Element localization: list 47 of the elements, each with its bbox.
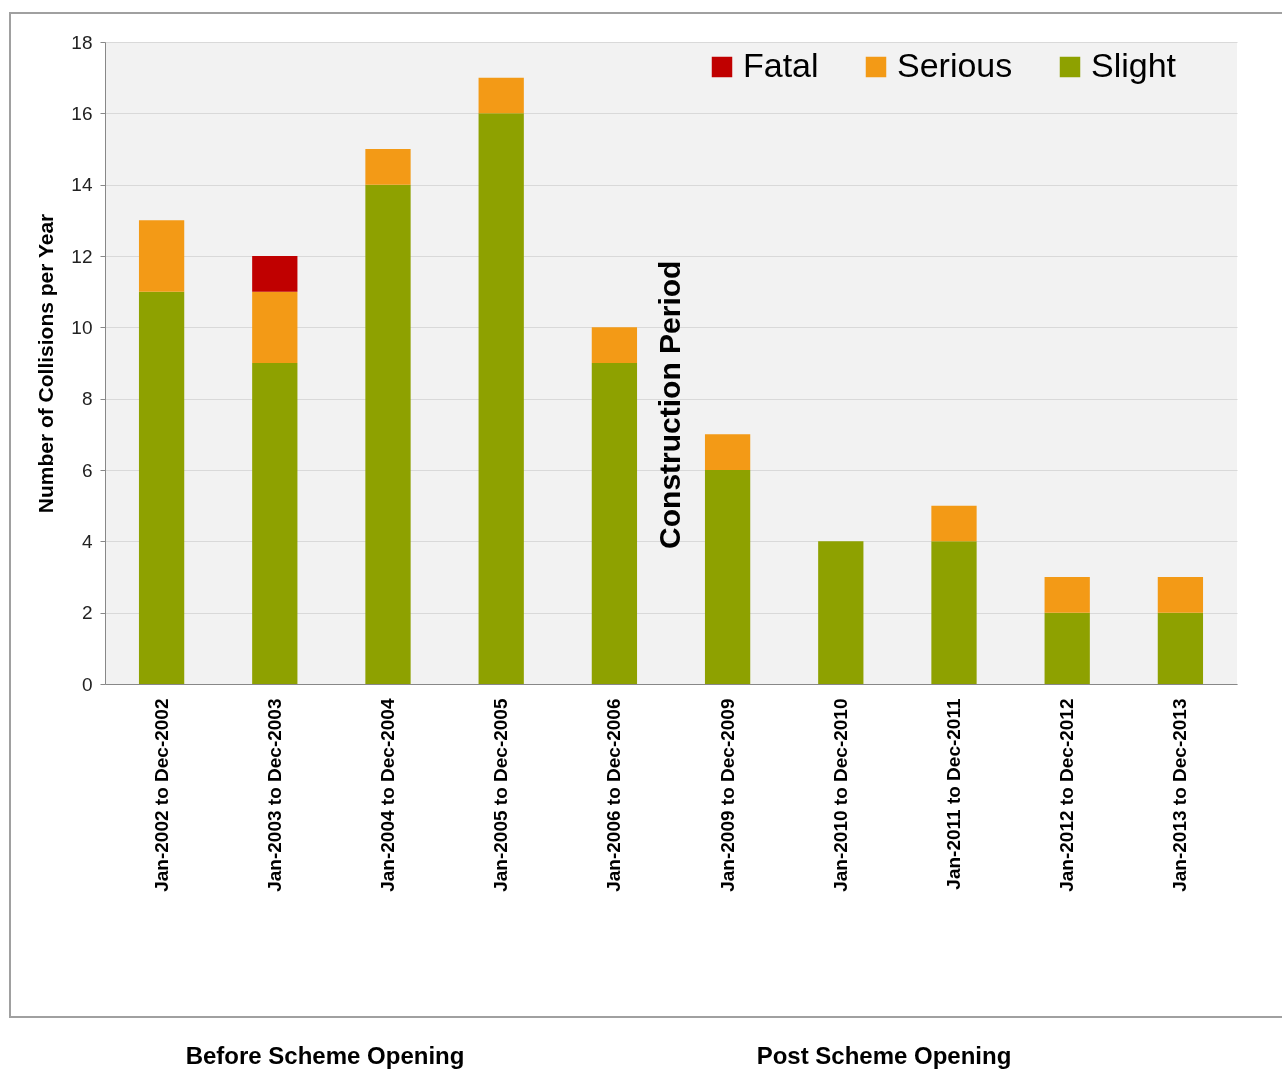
bar xyxy=(931,541,977,684)
text: Before Scheme Opening xyxy=(185,1042,465,1069)
y-tick-label: 2 xyxy=(81,602,93,624)
bar xyxy=(365,149,411,185)
bar xyxy=(1157,612,1204,684)
bar xyxy=(478,113,524,684)
x-tick-label: Jan-2003 to Dec-2003 xyxy=(263,698,285,892)
y-tick-label: 12 xyxy=(71,245,93,267)
bar xyxy=(138,291,185,684)
bar xyxy=(252,291,298,363)
y-tick-label: 8 xyxy=(81,388,93,410)
y-tick-label: 0 xyxy=(81,673,93,695)
y-axis-title: Number of Collisions per Year xyxy=(34,213,58,514)
bar xyxy=(591,327,638,363)
x-tick-label: Jan-2002 to Dec-2002 xyxy=(150,698,172,892)
bar xyxy=(1044,612,1090,684)
bar xyxy=(931,505,977,542)
y-tick-label: 10 xyxy=(71,316,93,338)
x-tick-label: Jan-2006 to Dec-2006 xyxy=(603,698,625,892)
x-tick-label: Jan-2010 to Dec-2010 xyxy=(829,698,851,892)
bar xyxy=(365,184,411,684)
x-tick-label: Jan-2011 to Dec-2011 xyxy=(943,698,964,890)
bar xyxy=(1157,577,1204,613)
x-tick-label: Jan-2005 to Dec-2005 xyxy=(490,698,512,892)
bar xyxy=(478,77,524,114)
x-tick-label: Jan-2009 to Dec-2009 xyxy=(716,698,738,892)
bar xyxy=(704,470,751,684)
y-tick-label: 14 xyxy=(71,174,93,196)
x-tick-label: Jan-2013 to Dec-2013 xyxy=(1169,698,1191,892)
bar xyxy=(818,541,864,684)
bar xyxy=(138,220,185,292)
legend-label: Slight xyxy=(1091,46,1177,84)
x-tick-label: Jan-2004 to Dec-2004 xyxy=(377,698,398,892)
bar xyxy=(704,434,751,470)
y-tick-label: 16 xyxy=(71,102,93,124)
bar xyxy=(1044,577,1090,613)
bar xyxy=(252,256,298,292)
y-tick-label: 6 xyxy=(81,459,93,481)
legend-label: Serious xyxy=(897,46,1013,84)
legend-label: Fatal xyxy=(743,46,819,84)
annotation: Construction Period xyxy=(653,260,686,549)
x-tick-label: Jan-2012 to Dec-2012 xyxy=(1056,698,1078,892)
y-tick-label: 18 xyxy=(71,31,93,53)
bar xyxy=(591,363,638,684)
y-tick-label: 4 xyxy=(81,530,93,552)
bar xyxy=(252,363,298,684)
text: Post Scheme Opening xyxy=(756,1042,1012,1069)
